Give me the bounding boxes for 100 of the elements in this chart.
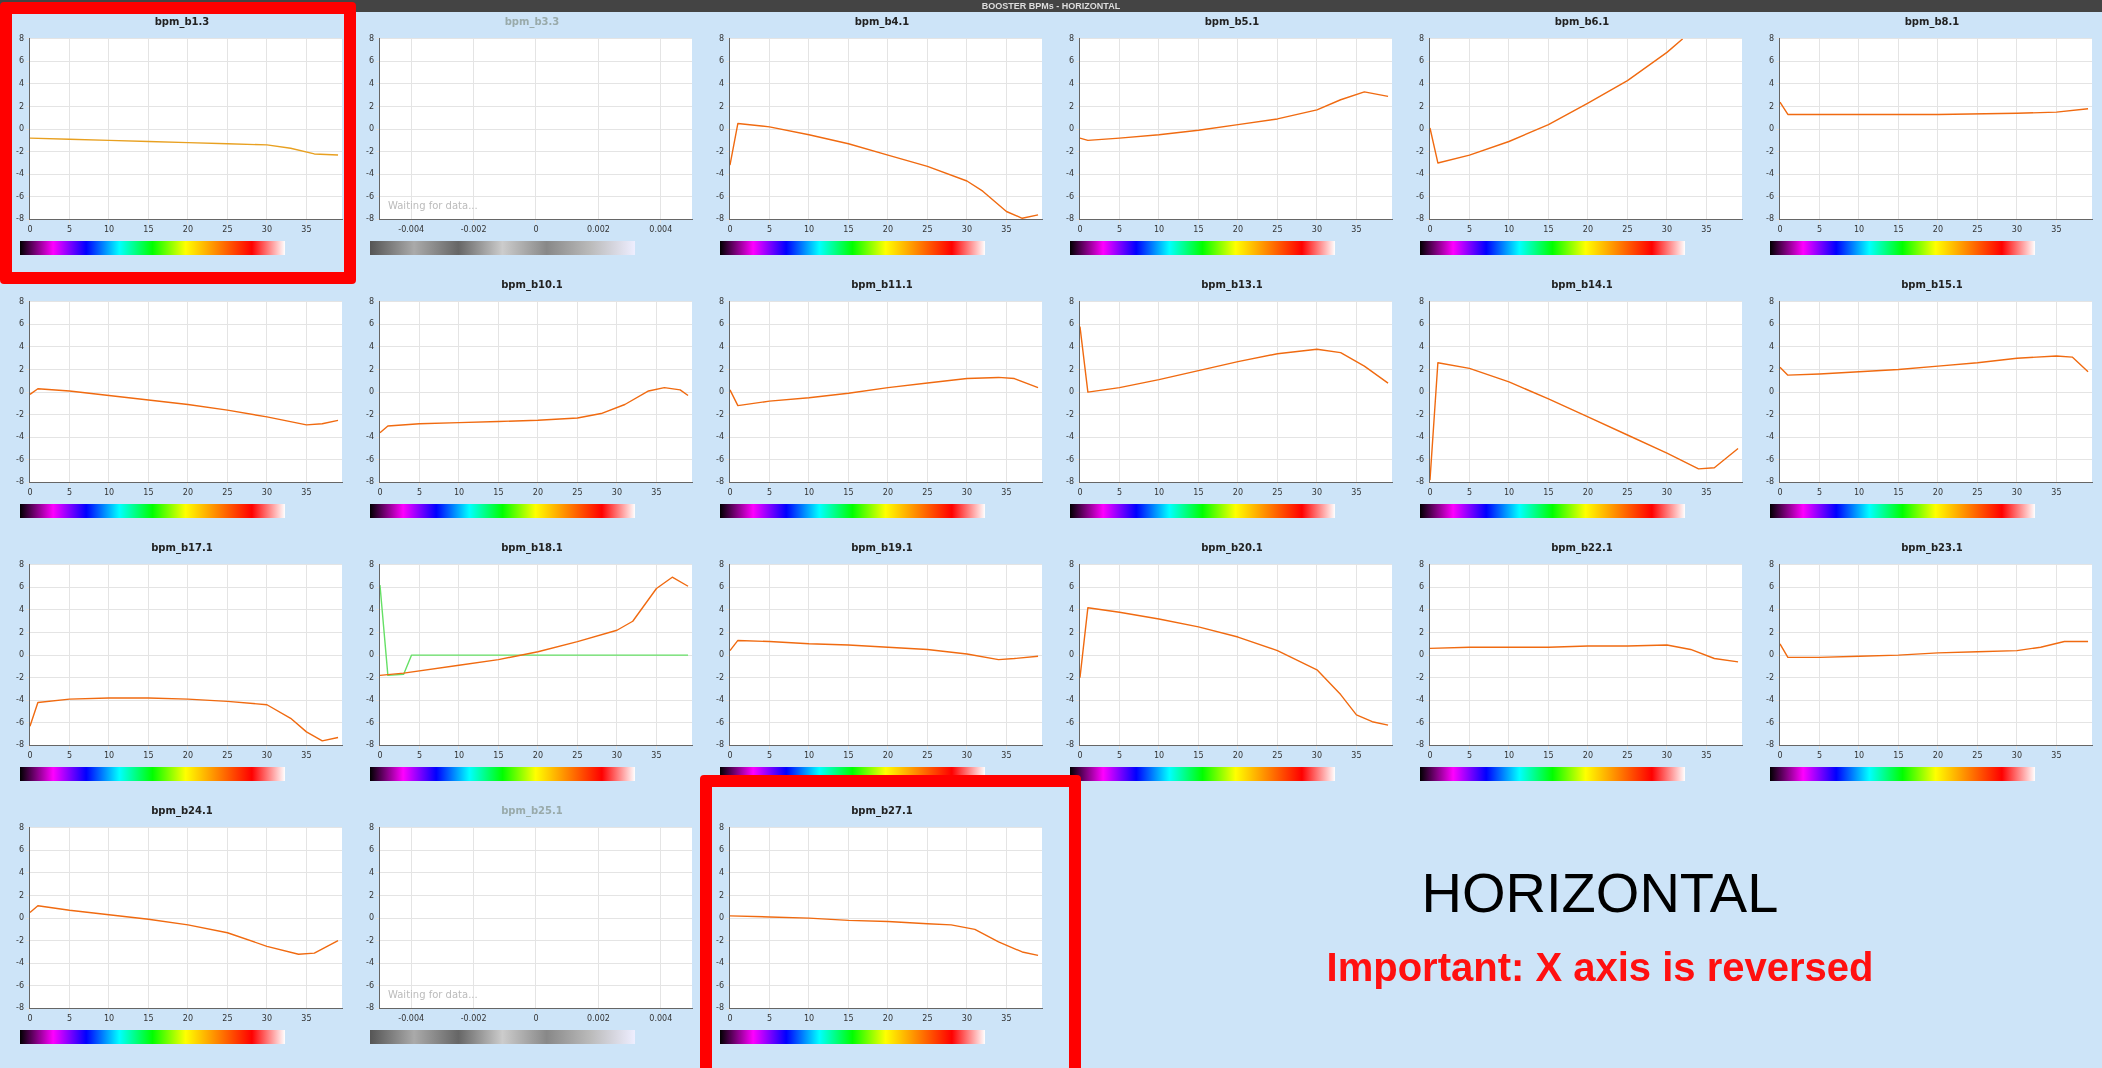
x-tick-label: 25: [1272, 488, 1283, 498]
chart-title: bpm_b8.1: [1904, 16, 1960, 27]
y-tick-label: 6: [368, 56, 374, 66]
y-tick-label: -8: [1415, 477, 1424, 487]
x-tick-label: 20: [182, 751, 194, 761]
y-tick-label: 0: [1418, 650, 1424, 660]
x-tick-label: 5: [1816, 751, 1823, 761]
y-tick-label: 2: [1418, 101, 1424, 111]
y-tick-label: 0: [718, 387, 724, 397]
y-tick-label: 0: [18, 913, 24, 923]
x-tick-label: 5: [766, 751, 773, 761]
y-tick-label: 4: [1418, 342, 1424, 352]
y-tick-label: -4: [1065, 432, 1074, 442]
y-tick-label: -6: [15, 191, 24, 201]
y-tick-label: -2: [715, 146, 724, 156]
y-tick-label: -4: [15, 169, 24, 179]
x-tick-label: 35: [1351, 225, 1362, 235]
x-tick-label: 30: [261, 751, 273, 761]
x-tick-label: 0: [727, 225, 733, 235]
x-tick-label: 25: [922, 1014, 933, 1024]
x-tick-label: 30: [961, 751, 973, 761]
y-tick-label: -6: [715, 717, 724, 727]
x-tick-label: 15: [1543, 225, 1554, 235]
y-tick-label: -4: [1065, 169, 1074, 179]
x-tick-label: 20: [1582, 225, 1594, 235]
x-tick-label: 0: [27, 225, 33, 235]
y-tick-label: -2: [1765, 409, 1774, 419]
y-tick-label: -2: [715, 672, 724, 682]
x-tick-label: 10: [1853, 488, 1865, 498]
x-tick-label: 10: [1153, 488, 1165, 498]
y-tick-label: 4: [368, 79, 374, 89]
y-tick-label: 2: [718, 101, 724, 111]
x-tick-label: 35: [1701, 488, 1712, 498]
y-tick-label: -2: [1415, 672, 1424, 682]
x-tick-label: 25: [1622, 751, 1633, 761]
y-tick-label: -6: [1415, 717, 1424, 727]
x-tick-label: 15: [1893, 751, 1904, 761]
y-tick-label: 0: [1768, 650, 1774, 660]
chart-title: bpm_b10.1: [501, 279, 563, 290]
y-tick-label: 6: [718, 319, 724, 329]
x-tick-label: 0: [377, 488, 383, 498]
x-tick-label: 30: [611, 488, 623, 498]
y-tick-label: 4: [1768, 79, 1774, 89]
x-tick-label: 30: [1311, 751, 1323, 761]
y-tick-label: -6: [15, 454, 24, 464]
y-tick-label: -2: [715, 409, 724, 419]
y-tick-label: -2: [365, 146, 374, 156]
y-tick-label: -2: [1415, 409, 1424, 419]
y-tick-label: -2: [715, 935, 724, 945]
y-tick-label: -6: [365, 717, 374, 727]
x-tick-label: 10: [803, 225, 815, 235]
y-tick-label: -4: [715, 958, 724, 968]
y-tick-label: -8: [365, 477, 374, 487]
x-tick-label: 0: [1077, 751, 1083, 761]
x-tick-label: 0: [27, 751, 33, 761]
x-tick-label: 0.002: [586, 225, 610, 235]
y-tick-label: -8: [365, 214, 374, 224]
y-tick-label: 4: [368, 868, 374, 878]
y-tick-label: 6: [1418, 582, 1424, 592]
y-tick-label: 0: [18, 124, 24, 134]
x-tick-label: 25: [572, 488, 583, 498]
y-tick-label: -6: [365, 191, 374, 201]
y-tick-label: -8: [1765, 740, 1774, 750]
y-tick-label: -8: [715, 1003, 724, 1013]
x-tick-label: 5: [66, 1014, 73, 1024]
y-tick-label: -4: [365, 958, 374, 968]
x-tick-label: 5: [66, 225, 73, 235]
y-tick-label: -2: [15, 935, 24, 945]
chart-title: bpm_b4.1: [854, 16, 910, 27]
y-tick-label: 8: [1768, 559, 1774, 569]
x-tick-label: 25: [222, 225, 233, 235]
y-tick-label: 2: [18, 890, 24, 900]
x-tick-label: 0: [727, 1014, 733, 1024]
y-tick-label: 2: [18, 627, 24, 637]
x-tick-label: 15: [143, 488, 154, 498]
y-tick-label: -2: [1765, 672, 1774, 682]
x-tick-label: 0: [727, 488, 733, 498]
y-tick-label: 2: [718, 627, 724, 637]
y-tick-label: 6: [1068, 56, 1074, 66]
x-tick-label: 35: [301, 1014, 312, 1024]
x-tick-label: 5: [766, 225, 773, 235]
x-tick-label: 20: [1582, 488, 1594, 498]
annotation: Waiting for data...: [387, 199, 478, 211]
y-tick-label: 0: [718, 650, 724, 660]
y-tick-label: 6: [718, 845, 724, 855]
y-tick-label: -6: [1765, 717, 1774, 727]
x-tick-label: 20: [182, 488, 194, 498]
x-tick-label: 0: [377, 751, 383, 761]
y-tick-label: -2: [1415, 146, 1424, 156]
y-tick-label: 8: [368, 296, 374, 306]
y-tick-label: -8: [1765, 214, 1774, 224]
x-tick-label: 35: [1701, 225, 1712, 235]
y-tick-label: -4: [1765, 695, 1774, 705]
y-tick-label: 6: [718, 582, 724, 592]
chart-title: bpm_b18.1: [501, 542, 563, 553]
y-tick-label: -2: [1065, 672, 1074, 682]
y-tick-label: 4: [718, 342, 724, 352]
x-tick-label: 0.002: [586, 1014, 610, 1024]
y-tick-label: 2: [18, 101, 24, 111]
y-tick-label: -8: [1065, 477, 1074, 487]
